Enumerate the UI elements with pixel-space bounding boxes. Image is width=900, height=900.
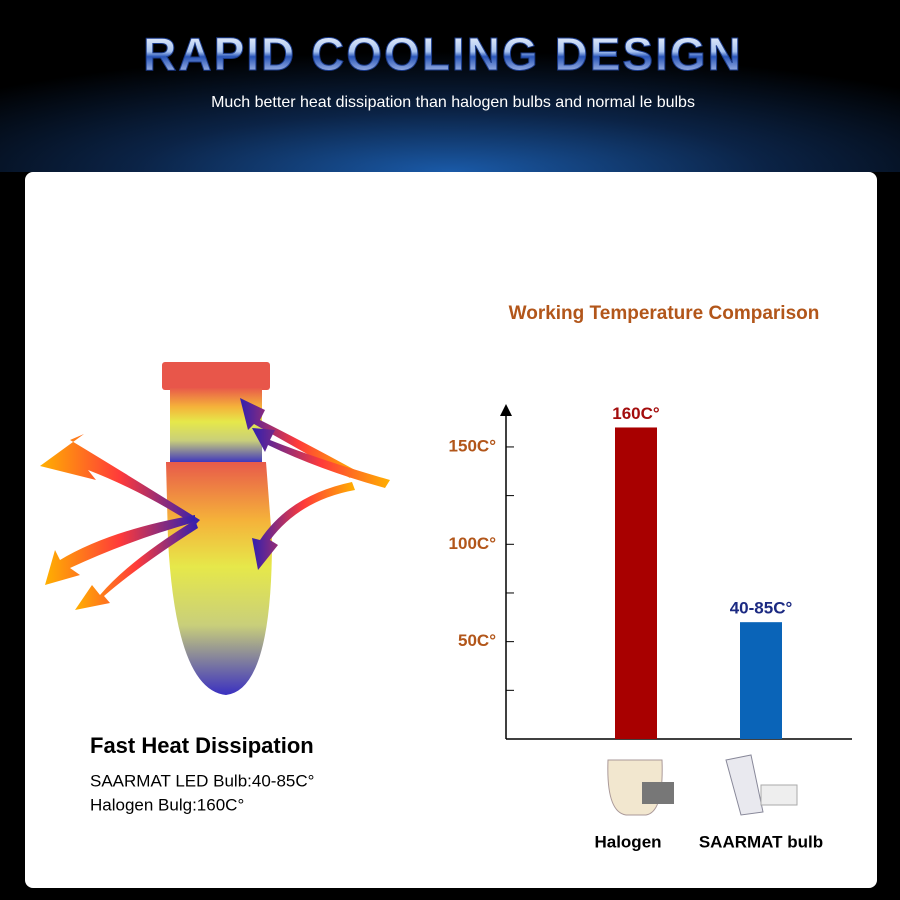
header-title: RAPID COOLING DESIGN [143, 28, 743, 80]
bulb-base [760, 784, 798, 806]
halogen-icon [607, 759, 674, 816]
chart-title: Working Temperature Comparison [509, 303, 820, 324]
panel [25, 172, 877, 888]
header-bg [0, 0, 900, 172]
bulb-illustration [40, 362, 390, 695]
axis-arrow [500, 404, 512, 416]
y-tick-label: 150C° [449, 436, 497, 455]
x-tick-label: Halogen [594, 832, 661, 851]
y-tick-label: 100C° [449, 534, 497, 553]
bar [615, 427, 657, 739]
feature-line: Halogen Bulg:160C° [90, 795, 244, 814]
value-label: 40-85C° [730, 599, 793, 618]
y-tick-label: 50C° [458, 631, 496, 650]
bulb-base [642, 782, 674, 804]
feature-line: SAARMAT LED Bulb:40-85C° [90, 771, 314, 790]
feature-title: Fast Heat Dissipation [90, 733, 314, 758]
value-label: 160C° [612, 404, 660, 423]
bulb-body [725, 754, 764, 816]
led-icon [725, 754, 798, 816]
x-tick-label: SAARMAT bulb [699, 832, 823, 851]
bar [740, 622, 782, 739]
header-subtitle: Much better heat dissipation than haloge… [211, 94, 695, 111]
